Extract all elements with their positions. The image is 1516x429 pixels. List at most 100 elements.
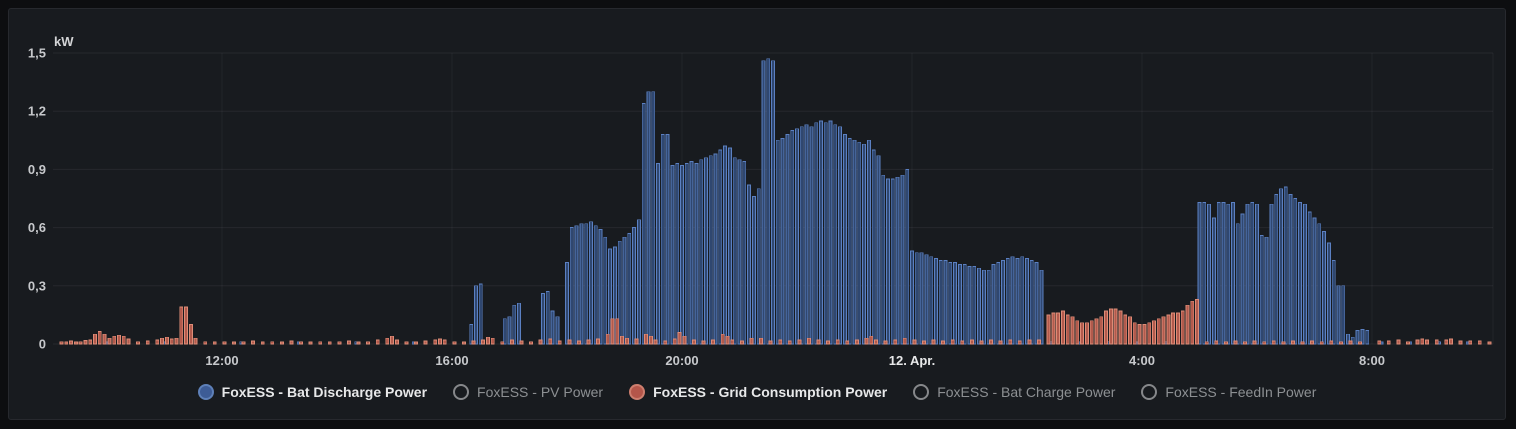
bar-foxess-bat-discharge-power[interactable]: [929, 256, 934, 345]
bar-foxess-grid-consumption-power[interactable]: [1147, 322, 1152, 345]
bar-foxess-grid-consumption-power[interactable]: [998, 340, 1003, 345]
bar-foxess-grid-consumption-power[interactable]: [950, 339, 955, 345]
bar-foxess-grid-consumption-power[interactable]: [1271, 340, 1276, 345]
bar-foxess-grid-consumption-power[interactable]: [1075, 320, 1080, 345]
bar-foxess-bat-discharge-power[interactable]: [584, 223, 589, 345]
legend-item-foxess-grid-consumption-power[interactable]: FoxESS - Grid Consumption Power: [629, 384, 887, 400]
bar-foxess-grid-consumption-power[interactable]: [1243, 341, 1247, 345]
bar-foxess-grid-consumption-power[interactable]: [117, 334, 121, 345]
bar-foxess-bat-discharge-power[interactable]: [867, 139, 871, 345]
bar-foxess-bat-discharge-power[interactable]: [478, 283, 483, 345]
bar-foxess-bat-discharge-power[interactable]: [895, 176, 900, 345]
bar-foxess-bat-discharge-power[interactable]: [713, 153, 718, 345]
bar-foxess-grid-consumption-power[interactable]: [1085, 322, 1089, 345]
bar-foxess-grid-consumption-power[interactable]: [486, 336, 490, 345]
bar-foxess-grid-consumption-power[interactable]: [102, 333, 107, 345]
bar-foxess-grid-consumption-power[interactable]: [960, 340, 965, 345]
bar-foxess-bat-discharge-power[interactable]: [780, 138, 785, 345]
bar-foxess-bat-discharge-power[interactable]: [986, 269, 991, 345]
bar-foxess-bat-discharge-power[interactable]: [737, 159, 742, 345]
bar-foxess-bat-discharge-power[interactable]: [1283, 186, 1288, 345]
bar-foxess-grid-consumption-power[interactable]: [1449, 338, 1453, 345]
bar-foxess-grid-consumption-power[interactable]: [74, 341, 78, 345]
bar-foxess-bat-discharge-power[interactable]: [1235, 223, 1240, 345]
bar-foxess-grid-consumption-power[interactable]: [874, 339, 878, 345]
bar-foxess-grid-consumption-power[interactable]: [318, 341, 323, 345]
bar-foxess-grid-consumption-power[interactable]: [663, 340, 668, 345]
bar-foxess-grid-consumption-power[interactable]: [1070, 316, 1075, 345]
bar-foxess-grid-consumption-power[interactable]: [481, 339, 485, 345]
bar-foxess-grid-consumption-power[interactable]: [941, 340, 945, 345]
bar-foxess-grid-consumption-power[interactable]: [510, 339, 514, 345]
bar-foxess-grid-consumption-power[interactable]: [519, 340, 524, 345]
bar-foxess-bat-discharge-power[interactable]: [684, 163, 689, 345]
bar-foxess-grid-consumption-power[interactable]: [155, 339, 160, 345]
bar-foxess-bat-discharge-power[interactable]: [833, 124, 838, 345]
bar-foxess-grid-consumption-power[interactable]: [567, 339, 572, 345]
bar-foxess-grid-consumption-power[interactable]: [538, 339, 543, 345]
bar-foxess-bat-discharge-power[interactable]: [656, 163, 660, 345]
bar-foxess-bat-discharge-power[interactable]: [890, 178, 895, 345]
bar-foxess-grid-consumption-power[interactable]: [1065, 314, 1070, 345]
bar-foxess-grid-consumption-power[interactable]: [1176, 312, 1180, 345]
bar-foxess-grid-consumption-power[interactable]: [855, 339, 859, 345]
bar-foxess-grid-consumption-power[interactable]: [1156, 318, 1161, 345]
bar-foxess-grid-consumption-power[interactable]: [740, 340, 744, 345]
bar-foxess-bat-discharge-power[interactable]: [718, 149, 723, 345]
bar-foxess-grid-consumption-power[interactable]: [189, 324, 193, 345]
bar-foxess-bat-discharge-power[interactable]: [991, 264, 996, 345]
bar-foxess-grid-consumption-power[interactable]: [308, 341, 313, 345]
bar-foxess-grid-consumption-power[interactable]: [1113, 308, 1118, 345]
bar-foxess-grid-consumption-power[interactable]: [1262, 341, 1267, 345]
bar-foxess-bat-discharge-power[interactable]: [1212, 217, 1216, 345]
bar-foxess-grid-consumption-power[interactable]: [931, 339, 936, 345]
bar-foxess-bat-discharge-power[interactable]: [761, 60, 766, 345]
bar-foxess-grid-consumption-power[interactable]: [807, 337, 811, 345]
bar-foxess-bat-discharge-power[interactable]: [732, 157, 737, 345]
bar-foxess-bat-discharge-power[interactable]: [742, 161, 747, 345]
bar-foxess-bat-discharge-power[interactable]: [747, 184, 751, 345]
bar-foxess-grid-consumption-power[interactable]: [169, 338, 174, 345]
bar-foxess-grid-consumption-power[interactable]: [677, 332, 682, 345]
bar-foxess-grid-consumption-power[interactable]: [653, 339, 658, 345]
bar-foxess-bat-discharge-power[interactable]: [943, 260, 948, 345]
bar-foxess-grid-consumption-power[interactable]: [193, 337, 198, 345]
bar-foxess-bat-discharge-power[interactable]: [689, 161, 694, 345]
bar-foxess-bat-discharge-power[interactable]: [1322, 231, 1326, 345]
bar-foxess-grid-consumption-power[interactable]: [78, 341, 83, 345]
series-foxess-bat-discharge-power[interactable]: [105, 58, 1470, 345]
bar-foxess-bat-discharge-power[interactable]: [603, 236, 608, 345]
bar-foxess-grid-consumption-power[interactable]: [414, 341, 418, 345]
bar-foxess-grid-consumption-power[interactable]: [69, 340, 73, 345]
bar-foxess-bat-discharge-power[interactable]: [1250, 202, 1255, 345]
bar-foxess-grid-consumption-power[interactable]: [184, 306, 188, 345]
bar-foxess-grid-consumption-power[interactable]: [1291, 340, 1295, 345]
bar-foxess-bat-discharge-power[interactable]: [1025, 258, 1029, 345]
bar-foxess-grid-consumption-power[interactable]: [203, 341, 208, 345]
bar-foxess-grid-consumption-power[interactable]: [1386, 340, 1391, 345]
bar-foxess-grid-consumption-power[interactable]: [1458, 340, 1463, 345]
bar-foxess-grid-consumption-power[interactable]: [1319, 341, 1324, 345]
bar-foxess-bat-discharge-power[interactable]: [589, 221, 593, 345]
bar-foxess-grid-consumption-power[interactable]: [1214, 340, 1219, 345]
bar-foxess-grid-consumption-power[interactable]: [864, 337, 869, 345]
bar-foxess-bat-discharge-power[interactable]: [1020, 256, 1025, 345]
bar-foxess-bat-discharge-power[interactable]: [982, 269, 986, 345]
bar-foxess-bat-discharge-power[interactable]: [775, 139, 780, 345]
bar-foxess-bat-discharge-power[interactable]: [1231, 202, 1235, 345]
bar-foxess-bat-discharge-power[interactable]: [574, 225, 579, 345]
bar-foxess-bat-discharge-power[interactable]: [1293, 198, 1298, 345]
bar-foxess-bat-discharge-power[interactable]: [507, 316, 512, 345]
bar-foxess-bat-discharge-power[interactable]: [512, 304, 517, 345]
bar-foxess-bat-discharge-power[interactable]: [1341, 285, 1346, 345]
bar-foxess-grid-consumption-power[interactable]: [270, 341, 275, 345]
bar-foxess-grid-consumption-power[interactable]: [1152, 320, 1156, 345]
bar-foxess-bat-discharge-power[interactable]: [953, 262, 957, 345]
bar-foxess-grid-consumption-power[interactable]: [1468, 340, 1473, 345]
bar-foxess-grid-consumption-power[interactable]: [93, 333, 97, 345]
bar-foxess-grid-consumption-power[interactable]: [280, 341, 284, 345]
bar-foxess-grid-consumption-power[interactable]: [1094, 318, 1099, 345]
bar-foxess-grid-consumption-power[interactable]: [1444, 339, 1449, 345]
bar-foxess-grid-consumption-power[interactable]: [1123, 314, 1128, 345]
bar-foxess-grid-consumption-power[interactable]: [1104, 310, 1108, 345]
